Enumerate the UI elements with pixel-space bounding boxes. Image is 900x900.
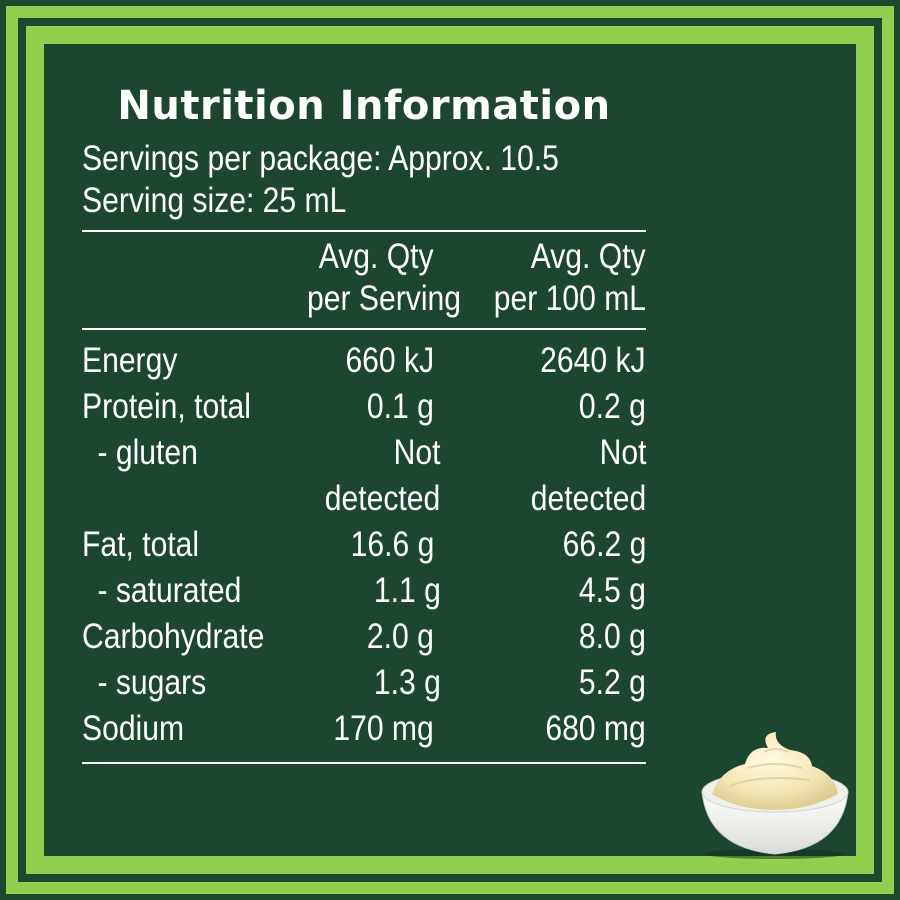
table-row-energy: Energy 660 kJ 2640 kJ bbox=[82, 338, 646, 384]
per-100ml-value: 4.5 g bbox=[579, 571, 646, 610]
table-row-gluten: - gluten Not detected Not detected bbox=[82, 430, 646, 522]
per-serving-value: 0.1 g bbox=[367, 387, 434, 426]
per-100ml-value: Not detected bbox=[530, 433, 646, 518]
table-row-fat: Fat, total 16.6 g 66.2 g bbox=[82, 522, 646, 568]
serving-size: Serving size: 25 mL bbox=[82, 181, 347, 220]
nutrient-name: Carbohydrate bbox=[82, 617, 265, 656]
nutrient-name: Sodium bbox=[82, 709, 185, 748]
table-row-carbohydrate: Carbohydrate 2.0 g 8.0 g bbox=[82, 614, 646, 660]
table-row-protein: Protein, total 0.1 g 0.2 g bbox=[82, 384, 646, 430]
nutrient-name: Fat, total bbox=[82, 525, 200, 564]
table-row-saturated: - saturated 1.1 g 4.5 g bbox=[82, 568, 646, 614]
table-row-sugars: - sugars 1.3 g 5.2 g bbox=[82, 660, 646, 706]
servings-per-package: Servings per package: Approx. 10.5 bbox=[82, 139, 559, 178]
per-100ml-value: 66.2 g bbox=[562, 525, 646, 564]
divider-bottom bbox=[82, 762, 646, 764]
nutrient-name: Energy bbox=[82, 341, 178, 380]
mayonnaise-bowl-icon bbox=[690, 730, 860, 860]
per-serving-value: 16.6 g bbox=[350, 525, 434, 564]
column-header-per-100ml: Avg. Qty per 100 mL bbox=[493, 237, 646, 318]
per-serving-value: 170 mg bbox=[333, 709, 434, 748]
per-100ml-value: 0.2 g bbox=[579, 387, 646, 426]
per-100ml-value: 680 mg bbox=[545, 709, 646, 748]
nutrient-name: - gluten bbox=[97, 433, 198, 472]
page-title: Nutrition Information bbox=[117, 83, 611, 129]
per-100ml-value: 5.2 g bbox=[579, 663, 646, 702]
table-row-sodium: Sodium 170 mg 680 mg bbox=[82, 706, 646, 752]
nutrient-name: - sugars bbox=[97, 663, 207, 702]
per-100ml-value: 8.0 g bbox=[579, 617, 646, 656]
per-serving-value: 1.1 g bbox=[373, 571, 441, 610]
per-serving-value: Not detected bbox=[325, 433, 441, 518]
nutrition-table: Nutrition Information Servings per packa… bbox=[82, 80, 646, 764]
per-100ml-value: 2640 kJ bbox=[540, 341, 646, 380]
per-serving-value: 660 kJ bbox=[345, 341, 434, 380]
nutrient-name: - saturated bbox=[97, 571, 242, 610]
divider-header bbox=[82, 328, 646, 330]
column-header-per-serving: Avg. Qty per Serving bbox=[307, 237, 461, 318]
divider-top bbox=[82, 230, 646, 232]
per-serving-value: 2.0 g bbox=[367, 617, 434, 656]
nutrient-name: Protein, total bbox=[82, 387, 251, 426]
column-header-row: Avg. Qty per Serving Avg. Qty per 100 mL bbox=[82, 232, 646, 328]
nutrition-panel bbox=[44, 44, 856, 856]
per-serving-value: 1.3 g bbox=[373, 663, 441, 702]
